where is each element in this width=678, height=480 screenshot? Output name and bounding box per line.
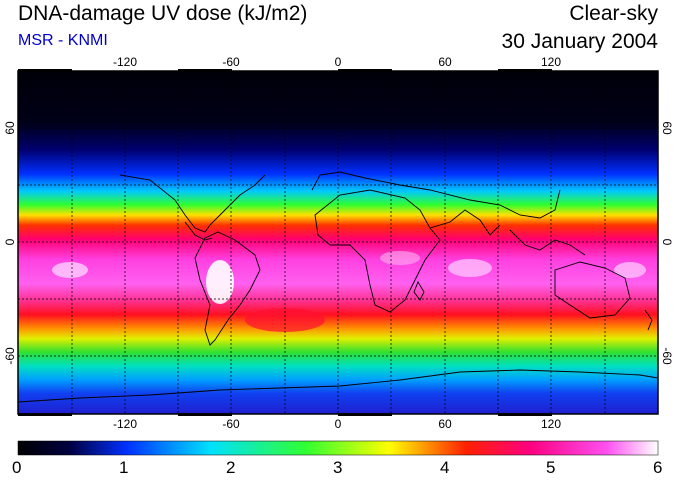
lon-label-top: -60 (222, 55, 240, 69)
lat-label-right: 0 (660, 239, 674, 246)
colorbar (17, 440, 659, 456)
sky-condition-label: Clear-sky (569, 2, 658, 25)
frame-ticks (18, 69, 552, 416)
colorbar-label: 3 (333, 458, 343, 477)
coastlines (18, 171, 658, 403)
lon-label-bottom: 0 (335, 417, 342, 431)
lon-label-top: -120 (113, 55, 137, 69)
lat-label-right: 60 (660, 121, 674, 135)
lon-label-bottom: -120 (113, 417, 137, 431)
lon-label-bottom: 60 (438, 417, 452, 431)
lat-label-left: -60 (3, 347, 17, 365)
colorbar-label: 4 (440, 458, 450, 477)
date-label: 30 January 2004 (501, 30, 658, 53)
map-title: DNA-damage UV dose (kJ/m2) (18, 2, 308, 25)
lon-label-bottom: 120 (541, 417, 561, 431)
colorbar-label: 1 (119, 458, 129, 477)
lon-label-bottom: -60 (222, 417, 240, 431)
lat-label-left: 60 (3, 121, 17, 135)
source-label: MSR - KNMI (18, 32, 108, 49)
colorbar-label: 5 (546, 458, 556, 477)
colorbar-label: 0 (12, 458, 22, 477)
lon-label-top: 120 (541, 55, 561, 69)
lat-label-left: 0 (3, 238, 17, 245)
lon-label-top: 60 (438, 55, 452, 69)
lat-label-right: -60 (660, 347, 674, 365)
graticule (18, 71, 658, 414)
colorbar-label: 6 (653, 458, 663, 477)
lon-label-top: 0 (335, 55, 342, 69)
colorbar-label: 2 (226, 458, 236, 477)
